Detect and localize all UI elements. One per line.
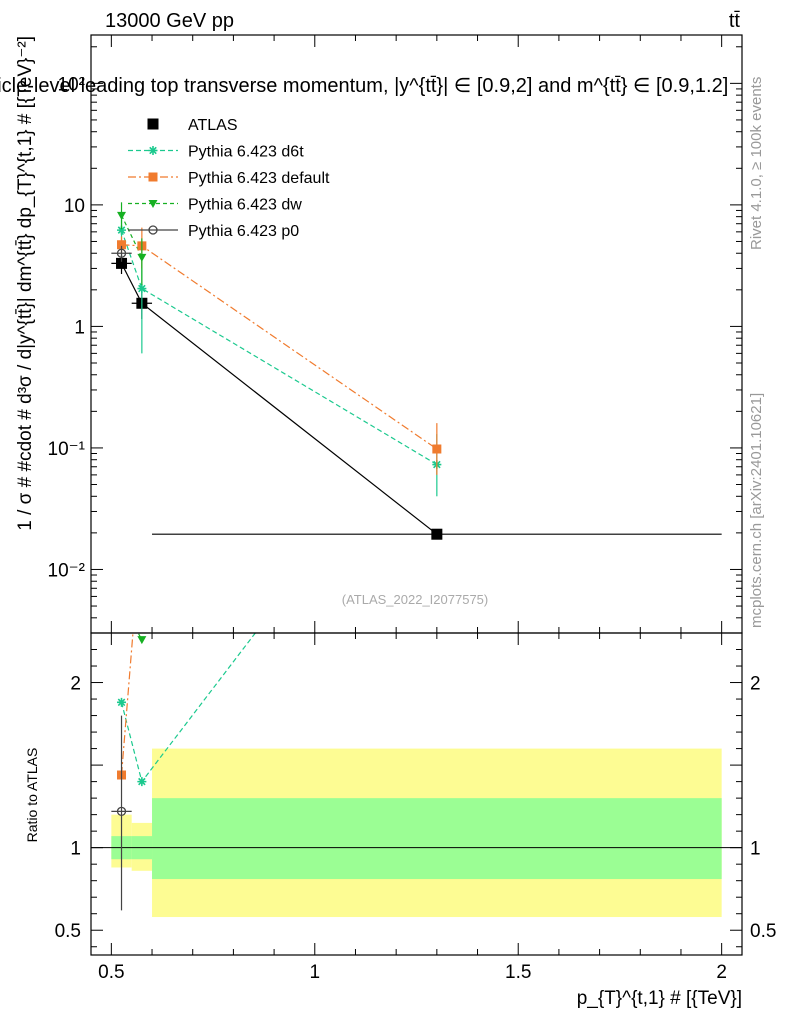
main-atlas-point-2	[431, 528, 443, 540]
ratio-uncertainty-bands	[91, 748, 742, 918]
legend-label: Pythia 6.423 default	[188, 170, 330, 187]
legend-item-atlas: ATLAS	[147, 117, 238, 134]
ratio-pythia-6-423-dw-line	[137, 633, 143, 640]
ratio-pythia-6-423-d6t-point-0	[117, 697, 127, 707]
legend-item-pythia-6-423-default: Pythia 6.423 default	[128, 170, 330, 187]
x-tick-label: 1	[309, 962, 320, 983]
main-atlas-point-0	[116, 257, 128, 269]
legend-marker	[147, 118, 159, 130]
legend-marker	[148, 146, 158, 155]
ratio-series-points	[111, 391, 441, 911]
ratio-pythia-6-423-d6t-point-2	[432, 391, 441, 400]
ratio-pythia-6-423-d6t-line	[120, 633, 257, 783]
ratio-y-axis-label: Ratio to ATLAS	[24, 748, 40, 843]
energy-label: 13000 GeV pp	[105, 10, 234, 32]
axes: 10⁻² 10⁻¹ 1 10 10² 0.5 1 1.5 2 0.5 0.5 1 1 2 2	[48, 34, 776, 983]
ratio-y-tick-label-left: 0.5	[55, 921, 81, 942]
main-pythia-6-423-d6t-point-0	[117, 225, 127, 235]
ratio-plot-frame	[90, 632, 743, 956]
rivet-label: Rivet 4.1.0, ≥ 100k events	[748, 77, 765, 250]
ratio-stat-band-2	[152, 798, 722, 880]
ratio-y-tick-label-left: 2	[70, 674, 81, 695]
legend-item-pythia-6-423-dw: Pythia 6.423 dw	[128, 197, 302, 214]
main-series-points	[111, 202, 722, 540]
ratio-pythia-6-423-default-line	[120, 633, 134, 776]
main-series-lines	[120, 215, 438, 535]
x-axis-label: p_{T}^{t,1} # [{TeV}]	[577, 988, 742, 1009]
ratio-series-lines	[120, 633, 257, 783]
process-label: tt̄	[729, 10, 741, 32]
main-y-tick-label: 10²	[58, 74, 85, 95]
ratio-pythia-6-423-default-point-1	[137, 518, 146, 527]
ratio-y-tick-label-right: 1	[750, 839, 761, 860]
legend: ATLAS Pythia 6.423 d6t Pythia 6.423 defaul…	[128, 117, 330, 240]
legend-marker	[148, 225, 158, 235]
ratio-pythia-6-423-dw-point-0	[117, 600, 126, 608]
main-pythia-6-423-default-line	[121, 244, 438, 450]
main-pythia-6-423-dw-point-1	[137, 253, 147, 262]
ratio-y-tick-label-right: 2	[750, 674, 761, 695]
ratio-y-tick-label-right: 0.5	[750, 921, 776, 942]
plot-title: rticle-level leading top transverse mome…	[0, 75, 728, 97]
main-y-tick-label: 10	[64, 196, 85, 217]
main-pythia-6-423-default-point-2	[432, 444, 442, 454]
main-pythia-6-423-dw-point-0	[117, 211, 127, 220]
main-pythia-6-423-d6t-line	[120, 229, 438, 466]
legend-item-pythia-6-423-d6t: Pythia 6.423 d6t	[128, 144, 304, 161]
main-pythia-6-423-d6t-point-1	[137, 284, 147, 294]
main-pythia-6-423-default-point-0	[117, 240, 127, 250]
legend-label: Pythia 6.423 p0	[188, 223, 299, 240]
legend-item-pythia-6-423-p0: Pythia 6.423 p0	[128, 223, 299, 240]
ratio-pythia-6-423-d6t-point-1	[137, 777, 147, 787]
main-y-tick-label: 10⁻²	[48, 560, 86, 581]
ratio-y-tick-label-left: 1	[70, 839, 81, 860]
x-tick-label: 1.5	[505, 962, 531, 983]
x-tick-label: 2	[716, 962, 727, 983]
ratio-pythia-6-423-dw-point-1	[137, 636, 147, 645]
main-y-tick-label: 10⁻¹	[48, 439, 86, 460]
legend-label: Pythia 6.423 dw	[188, 197, 302, 214]
main-pythia-6-423-p0-point-0	[116, 248, 127, 258]
analysis-label: (ATLAS_2022_I2077575)	[342, 592, 488, 607]
legend-marker	[148, 172, 158, 182]
source-label: mcplots.cern.ch [arXiv:2401.10621]	[748, 393, 765, 628]
main-y-axis-label: 1 / σ # #cdot # d³σ / d|y^{tt̄}| dm^{tt̄…	[15, 36, 36, 531]
ratio-pythia-6-423-p0-point-0	[116, 806, 127, 816]
main-y-tick-label: 1	[74, 317, 85, 338]
x-tick-label: 0.5	[98, 962, 124, 983]
legend-label: Pythia 6.423 d6t	[188, 144, 304, 161]
legend-marker	[148, 200, 158, 208]
legend-label: ATLAS	[188, 117, 238, 134]
